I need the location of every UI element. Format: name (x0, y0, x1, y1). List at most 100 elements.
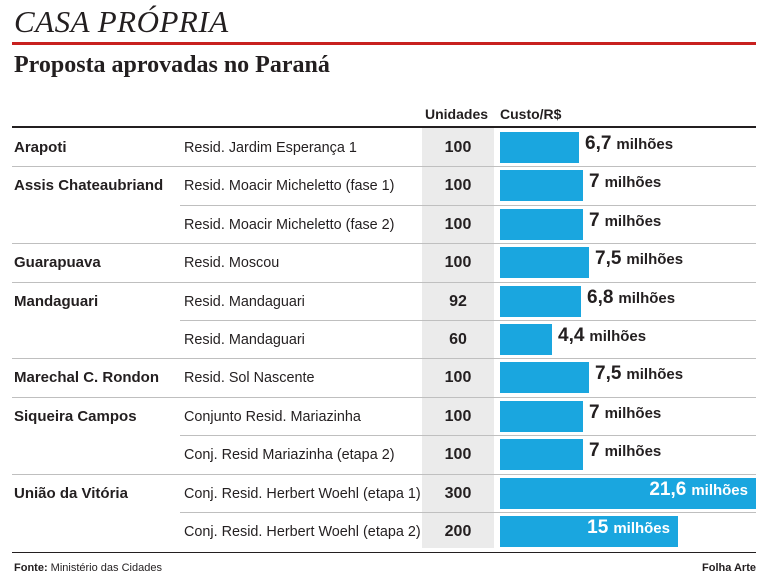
row-divider (12, 243, 756, 245)
row-divider (180, 512, 756, 513)
units-value: 100 (444, 139, 472, 156)
cost-value: 7 (589, 440, 600, 462)
cost-bar (500, 324, 552, 355)
table-row: Assis Chateaubriand Resid. Moacir Michele… (0, 166, 770, 204)
table-row: Conj. Resid Mariazinha (etapa 2) 100 7 milh… (0, 435, 770, 473)
units-value: 100 (444, 446, 472, 464)
city-label: Mandaguari (14, 292, 99, 310)
header-rule (12, 126, 756, 128)
project-label: Resid. Sol Nascente (184, 369, 315, 387)
cost-value: 7 (589, 171, 600, 193)
cost-label: 7,5 milhões (595, 248, 683, 270)
cost-column-header: Custo/R$ (500, 106, 562, 122)
cost-bar (500, 362, 589, 394)
cost-label: 7,5 milhões (595, 363, 683, 385)
project-label: Conj. Resid. Herbert Woehl (etapa 2) (184, 523, 421, 540)
units-value: 100 (444, 407, 472, 425)
title-divider (12, 42, 756, 45)
cost-unit: milhões (626, 366, 684, 384)
credit-text: Folha Arte (702, 562, 756, 574)
units-value: 100 (444, 177, 472, 195)
cost-unit: milhões (626, 251, 684, 269)
units-value: 300 (444, 484, 472, 502)
cost-unit: milhões (618, 289, 676, 307)
cost-value: 4,4 (558, 325, 585, 346)
cost-unit: milhões (604, 174, 662, 192)
cost-value: 15 (587, 517, 609, 538)
cost-bar (500, 439, 583, 471)
cost-bar (500, 132, 579, 163)
units-value: 60 (449, 331, 467, 348)
city-label: Arapoti (14, 139, 67, 156)
cost-bar (500, 477, 756, 509)
project-label: Resid. Jardim Esperança 1 (184, 139, 357, 156)
cost-value: 21,6 (649, 478, 687, 500)
row-divider (12, 396, 756, 398)
source-text: Ministério das Cidades (50, 562, 162, 574)
table-row: Mandaguari Resid. Mandaguari 92 6,8 milhões (0, 282, 770, 320)
source-label: Fonte: (14, 562, 48, 574)
cost-bar (500, 247, 589, 279)
cost-label: 7 milhões (589, 402, 661, 424)
chart-subtitle: Proposta aprovadas no Paraná (14, 52, 330, 78)
chart-title: CASA PRÓPRIA (14, 4, 229, 39)
cost-label: 6,8 milhões (587, 287, 675, 309)
row-divider (180, 435, 756, 437)
cost-label: 15 milhões (587, 517, 670, 539)
cost-label: 4,4 milhões (558, 325, 646, 347)
cost-value: 7,5 (595, 363, 622, 385)
project-label: Resid. Moacir Micheletto (fase 2) (184, 215, 395, 233)
table-row: Siqueira Campos Conjunto Resid. Mariazinh… (0, 397, 770, 435)
cost-value: 7 (589, 401, 600, 423)
units-value: 200 (444, 523, 472, 540)
source-note: Fonte: Ministério das Cidades (14, 562, 162, 574)
cost-label: 6,7 milhões (585, 133, 673, 155)
cost-unit: milhões (613, 520, 670, 537)
cost-value: 7,5 (595, 248, 622, 270)
city-label: Marechal C. Rondon (14, 369, 160, 387)
row-divider (12, 166, 756, 168)
city-label: Assis Chateaubriand (14, 177, 164, 195)
project-label: Resid. Mandaguari (184, 292, 305, 310)
cost-unit: milhões (589, 328, 647, 345)
cost-label: 21,6 milhões (649, 479, 748, 501)
table-row: União da Vitória Conj. Resid. Herbert Woe… (0, 474, 770, 512)
cost-value: 6,8 (587, 286, 614, 308)
project-label: Conj. Resid. Herbert Woehl (etapa 1) (184, 484, 421, 502)
cost-unit: milhões (604, 443, 662, 461)
cost-unit: milhões (604, 404, 662, 422)
cost-bar (500, 400, 583, 432)
table-row: Resid. Mandaguari 60 4,4 milhões (0, 320, 770, 358)
units-value: 100 (444, 369, 472, 387)
project-label: Conj. Resid Mariazinha (etapa 2) (184, 446, 395, 464)
table-row: Guarapuava Resid. Moscou 100 7,5 milhões (0, 243, 770, 281)
cost-label: 7 milhões (589, 210, 661, 232)
row-divider (12, 473, 756, 475)
cost-value: 6,7 (585, 133, 612, 154)
row-divider (12, 281, 756, 283)
units-column-header: Unidades (425, 106, 489, 122)
units-value: 100 (444, 254, 472, 272)
cost-label: 7 milhões (589, 440, 661, 462)
city-label: Guarapuava (14, 254, 101, 272)
cost-unit: milhões (604, 212, 662, 230)
row-divider (180, 320, 756, 321)
city-label: União da Vitória (14, 484, 128, 502)
project-label: Conjunto Resid. Mariazinha (184, 407, 361, 425)
row-divider (12, 358, 756, 360)
cost-value: 7 (589, 209, 600, 231)
project-label: Resid. Mandaguari (184, 331, 305, 348)
units-column-band (422, 128, 494, 548)
project-label: Resid. Moacir Micheletto (fase 1) (184, 177, 395, 195)
units-value: 92 (449, 292, 467, 310)
cost-bar (500, 285, 581, 317)
cost-unit: milhões (616, 136, 674, 153)
table-row: Marechal C. Rondon Resid. Sol Nascente 100… (0, 358, 770, 396)
cost-bar (500, 170, 583, 202)
cost-label: 7 milhões (589, 171, 661, 193)
cost-bar (500, 208, 583, 240)
cost-bar (500, 516, 678, 547)
units-value: 100 (444, 215, 472, 233)
row-divider (180, 204, 756, 206)
cost-unit: milhões (691, 481, 748, 499)
